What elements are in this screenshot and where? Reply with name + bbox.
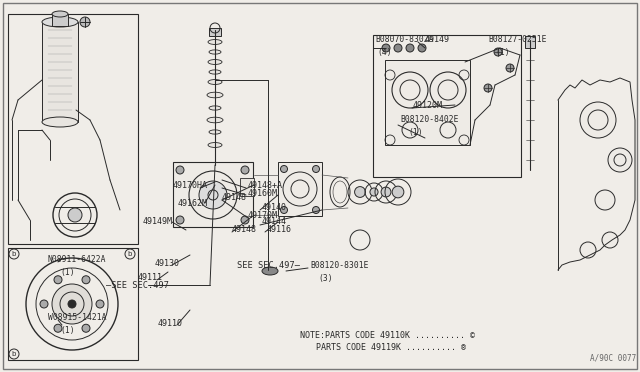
Text: 49162M: 49162M	[178, 199, 208, 208]
Ellipse shape	[207, 117, 223, 123]
Text: 49149M: 49149M	[143, 218, 173, 227]
Ellipse shape	[208, 60, 222, 64]
Bar	[8, 248, 138, 360]
Ellipse shape	[42, 17, 78, 27]
Text: —SEE SEC.497: —SEE SEC.497	[106, 280, 169, 289]
Text: PARTS CODE 49119K .......... ®: PARTS CODE 49119K .......... ®	[316, 343, 466, 353]
Circle shape	[370, 188, 378, 196]
Circle shape	[96, 300, 104, 308]
Bar	[373, 35, 521, 177]
Circle shape	[312, 166, 319, 173]
Text: (1): (1)	[408, 128, 422, 137]
Circle shape	[595, 190, 615, 210]
Text: 49111: 49111	[138, 273, 163, 282]
Bar	[52, 14, 68, 26]
Circle shape	[406, 44, 414, 52]
Bar	[209, 28, 221, 36]
Ellipse shape	[207, 92, 223, 98]
Circle shape	[82, 276, 90, 284]
Text: 49148+A: 49148+A	[248, 182, 283, 190]
Circle shape	[52, 284, 92, 324]
Circle shape	[418, 44, 426, 52]
Text: 49140: 49140	[262, 203, 287, 212]
Text: A/90C 0077: A/90C 0077	[590, 353, 636, 362]
Bar	[173, 162, 253, 227]
Text: 49160M: 49160M	[248, 189, 278, 198]
Ellipse shape	[209, 130, 221, 134]
Ellipse shape	[208, 80, 222, 84]
Text: B08127-0251E: B08127-0251E	[488, 35, 547, 45]
Ellipse shape	[209, 106, 221, 110]
Text: 49149: 49149	[425, 35, 450, 45]
Circle shape	[608, 148, 632, 172]
Text: B08120-8402E: B08120-8402E	[400, 115, 458, 125]
Circle shape	[241, 216, 249, 224]
Circle shape	[40, 300, 48, 308]
Circle shape	[80, 17, 90, 27]
Text: 49148: 49148	[222, 193, 247, 202]
Circle shape	[241, 166, 249, 174]
Bar	[525, 36, 535, 48]
Text: 49144: 49144	[262, 218, 287, 227]
Text: B08120-8301E: B08120-8301E	[310, 262, 369, 270]
Circle shape	[312, 206, 319, 214]
Circle shape	[602, 232, 618, 248]
Circle shape	[82, 324, 90, 332]
Circle shape	[506, 64, 514, 72]
Text: (4): (4)	[377, 48, 392, 57]
Circle shape	[580, 242, 596, 258]
Text: 49120M: 49120M	[413, 102, 443, 110]
Circle shape	[176, 216, 184, 224]
Ellipse shape	[208, 39, 222, 44]
Circle shape	[355, 187, 365, 198]
Text: b: b	[128, 251, 132, 257]
Text: (1): (1)	[60, 267, 75, 276]
Text: W08915-1421A: W08915-1421A	[48, 314, 106, 323]
Text: B08070-8302A: B08070-8302A	[375, 35, 433, 45]
Ellipse shape	[209, 50, 221, 54]
Ellipse shape	[262, 267, 278, 275]
Circle shape	[494, 48, 502, 56]
Text: NOTE:PARTS CODE 49110K .......... ©: NOTE:PARTS CODE 49110K .......... ©	[300, 331, 475, 340]
Text: 49130: 49130	[155, 259, 180, 267]
Bar	[42, 22, 78, 122]
Text: SEE SEC.497—: SEE SEC.497—	[237, 260, 300, 269]
Text: 49116: 49116	[267, 225, 292, 234]
Circle shape	[280, 166, 287, 173]
Circle shape	[381, 187, 391, 197]
Circle shape	[280, 206, 287, 214]
Bar	[278, 162, 322, 216]
Bar	[385, 60, 470, 145]
Bar	[8, 14, 138, 244]
Text: 49170HA: 49170HA	[173, 182, 208, 190]
Circle shape	[392, 186, 404, 198]
Circle shape	[580, 102, 616, 138]
Ellipse shape	[208, 142, 222, 147]
Ellipse shape	[209, 70, 221, 74]
Circle shape	[484, 84, 492, 92]
Text: (1): (1)	[495, 48, 509, 57]
Ellipse shape	[52, 11, 68, 17]
Text: b: b	[12, 351, 16, 357]
Text: (1): (1)	[60, 326, 75, 334]
Text: 49170M: 49170M	[248, 211, 278, 219]
Text: b: b	[12, 251, 16, 257]
Circle shape	[394, 44, 402, 52]
Text: 49148: 49148	[232, 225, 257, 234]
Circle shape	[382, 44, 390, 52]
Text: N08911-6422A: N08911-6422A	[48, 256, 106, 264]
Circle shape	[176, 166, 184, 174]
Circle shape	[68, 300, 76, 308]
Circle shape	[54, 324, 62, 332]
Text: (3): (3)	[318, 273, 333, 282]
Text: 49110: 49110	[158, 318, 183, 327]
Circle shape	[68, 208, 82, 222]
Circle shape	[199, 181, 227, 209]
Ellipse shape	[42, 117, 78, 127]
Circle shape	[54, 276, 62, 284]
Bar	[240, 178, 254, 196]
